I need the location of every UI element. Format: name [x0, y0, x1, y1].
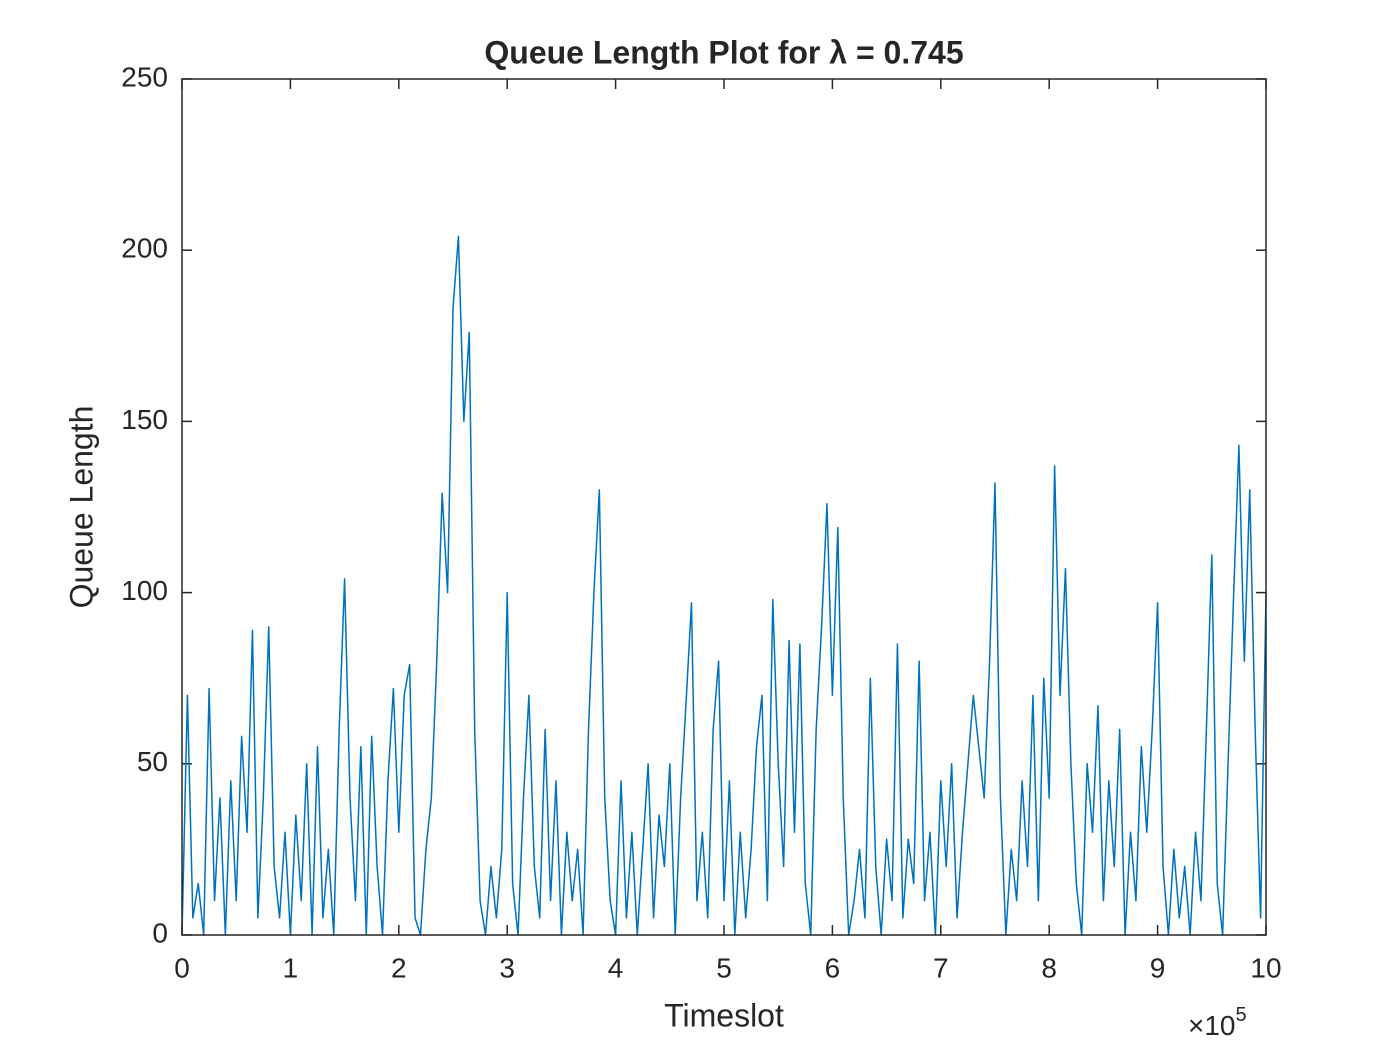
- x-multiplier-base: ×10: [1188, 1010, 1236, 1041]
- x-axis-label: Timeslot: [664, 997, 784, 1033]
- y-tick-label: 0: [152, 917, 168, 948]
- x-tick-label: 0: [174, 952, 190, 983]
- x-tick-label: 2: [391, 952, 407, 983]
- x-tick-label: 3: [499, 952, 515, 983]
- x-tick-label: 6: [825, 952, 841, 983]
- x-tick-label: 4: [608, 952, 624, 983]
- x-tick-label: 8: [1041, 952, 1057, 983]
- chart-title: Queue Length Plot for λ = 0.745: [484, 34, 963, 70]
- x-tick-label: 1: [283, 952, 299, 983]
- x-multiplier: ×105: [1188, 1004, 1247, 1041]
- y-tick-label: 100: [121, 575, 168, 606]
- x-tick-label: 5: [716, 952, 732, 983]
- data-line: [181, 235, 1267, 936]
- y-tick-label: 250: [121, 61, 168, 92]
- y-axis-label: Queue Length: [63, 406, 99, 609]
- x-tick-label: 10: [1250, 952, 1281, 983]
- x-tick-label: 9: [1150, 952, 1166, 983]
- axes-box: [181, 78, 1267, 936]
- y-tick-label: 200: [121, 233, 168, 264]
- y-tick-label: 150: [121, 404, 168, 435]
- y-tick-label: 50: [137, 746, 168, 777]
- x-multiplier-exponent: 5: [1236, 1004, 1247, 1026]
- x-tick-label: 7: [933, 952, 949, 983]
